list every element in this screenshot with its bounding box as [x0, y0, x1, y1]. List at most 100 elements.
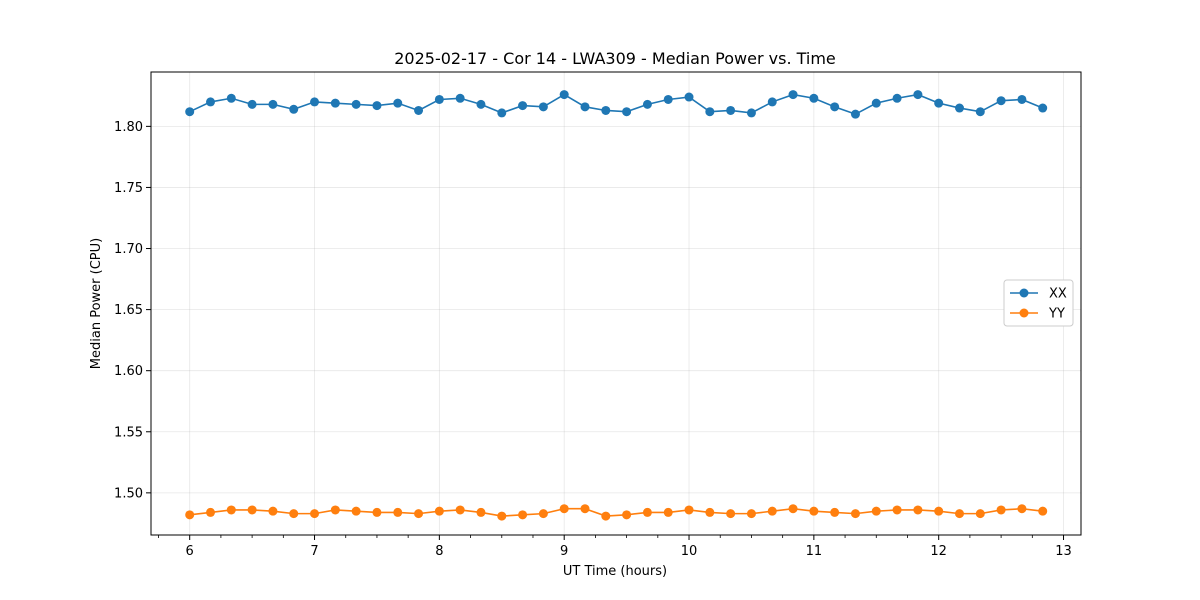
series-yy	[185, 504, 1048, 521]
y-tick-label: 1.60	[114, 364, 143, 379]
data-point-xx	[476, 99, 486, 109]
data-point-yy	[414, 509, 424, 519]
data-point-yy	[268, 506, 278, 516]
data-point-yy	[393, 507, 403, 517]
data-point-yy	[955, 509, 965, 519]
x-tick-label: 6	[186, 544, 194, 559]
data-point-yy	[788, 504, 798, 514]
data-point-yy	[830, 507, 840, 517]
y-tick-label: 1.55	[114, 425, 143, 440]
data-point-xx	[330, 98, 340, 108]
data-point-xx	[705, 107, 715, 117]
data-point-xx	[871, 98, 881, 108]
data-point-yy	[559, 504, 569, 514]
data-point-yy	[351, 506, 361, 516]
data-point-xx	[414, 105, 424, 115]
data-point-xx	[746, 108, 756, 118]
chart-title: 2025-02-17 - Cor 14 - LWA309 - Median Po…	[394, 49, 836, 68]
data-point-xx	[726, 105, 736, 115]
data-point-yy	[913, 505, 923, 515]
x-tick-label: 13	[1055, 544, 1072, 559]
data-point-xx	[559, 90, 569, 100]
y-tick-label: 1.70	[114, 242, 143, 257]
data-point-xx	[185, 107, 195, 117]
data-point-yy	[372, 507, 382, 517]
legend: XX YY	[1003, 279, 1074, 327]
data-point-xx	[226, 93, 236, 103]
data-point-yy	[975, 509, 985, 519]
x-axis-label: UT Time (hours)	[563, 564, 667, 579]
data-point-yy	[767, 506, 777, 516]
data-point-yy	[476, 507, 486, 517]
axis-ticks: 6 7 8 9 10 11 12 13 1.50 1.55 1.60 1.65 1.70 1.75 1.80	[114, 120, 1072, 559]
data-point-xx	[934, 98, 944, 108]
data-point-xx	[996, 96, 1006, 106]
data-point-xx	[206, 97, 216, 107]
data-point-yy	[1038, 506, 1048, 516]
data-point-yy	[247, 505, 257, 515]
legend-marker-yy	[1019, 308, 1029, 318]
data-point-yy	[663, 507, 673, 517]
x-tick-label: 7	[310, 544, 318, 559]
data-point-xx	[622, 107, 632, 117]
series	[185, 90, 1048, 521]
data-point-xx	[372, 101, 382, 111]
y-tick-label: 1.50	[114, 486, 143, 501]
data-point-xx	[663, 94, 673, 104]
data-point-yy	[871, 506, 881, 516]
data-point-yy	[1017, 504, 1027, 514]
data-point-xx	[1017, 94, 1027, 104]
data-point-xx	[289, 104, 299, 114]
data-point-yy	[809, 506, 819, 516]
legend-label-xx: XX	[1049, 287, 1067, 302]
data-point-xx	[497, 108, 507, 118]
data-point-xx	[975, 107, 985, 117]
data-point-yy	[497, 511, 507, 521]
legend-marker-xx	[1019, 288, 1029, 298]
data-point-yy	[226, 505, 236, 515]
data-point-yy	[601, 511, 611, 521]
y-tick-label: 1.75	[114, 181, 143, 196]
data-point-yy	[310, 509, 320, 519]
data-point-xx	[434, 94, 444, 104]
data-point-xx	[767, 97, 777, 107]
data-point-xx	[268, 99, 278, 109]
data-point-yy	[892, 505, 902, 515]
data-point-xx	[892, 93, 902, 103]
data-point-yy	[726, 509, 736, 519]
x-tick-label: 8	[435, 544, 443, 559]
data-point-yy	[705, 507, 715, 517]
data-point-xx	[913, 90, 923, 100]
legend-label-yy: YY	[1048, 307, 1065, 322]
x-tick-label: 9	[560, 544, 568, 559]
data-point-yy	[622, 510, 632, 520]
data-point-yy	[850, 509, 860, 519]
data-point-yy	[518, 510, 528, 520]
data-point-xx	[1038, 103, 1048, 113]
data-point-xx	[247, 99, 257, 109]
data-point-xx	[642, 99, 652, 109]
data-point-yy	[434, 506, 444, 516]
y-axis-label: Median Power (CPU)	[89, 238, 104, 369]
x-tick-label: 10	[681, 544, 698, 559]
data-point-xx	[538, 102, 548, 112]
data-point-xx	[518, 101, 528, 111]
data-point-xx	[788, 90, 798, 100]
data-point-yy	[185, 510, 195, 520]
grid	[151, 72, 1081, 535]
data-point-yy	[580, 504, 590, 514]
y-tick-label: 1.80	[114, 120, 143, 135]
data-point-xx	[955, 103, 965, 113]
data-point-xx	[310, 97, 320, 107]
data-point-yy	[538, 509, 548, 519]
plot-area-frame	[150, 71, 1082, 536]
data-point-yy	[996, 505, 1006, 515]
series-xx	[185, 90, 1048, 119]
data-point-xx	[850, 109, 860, 119]
data-point-yy	[684, 505, 694, 515]
data-point-xx	[393, 98, 403, 108]
y-tick-label: 1.65	[114, 303, 143, 318]
data-point-yy	[289, 509, 299, 519]
data-point-xx	[830, 102, 840, 112]
